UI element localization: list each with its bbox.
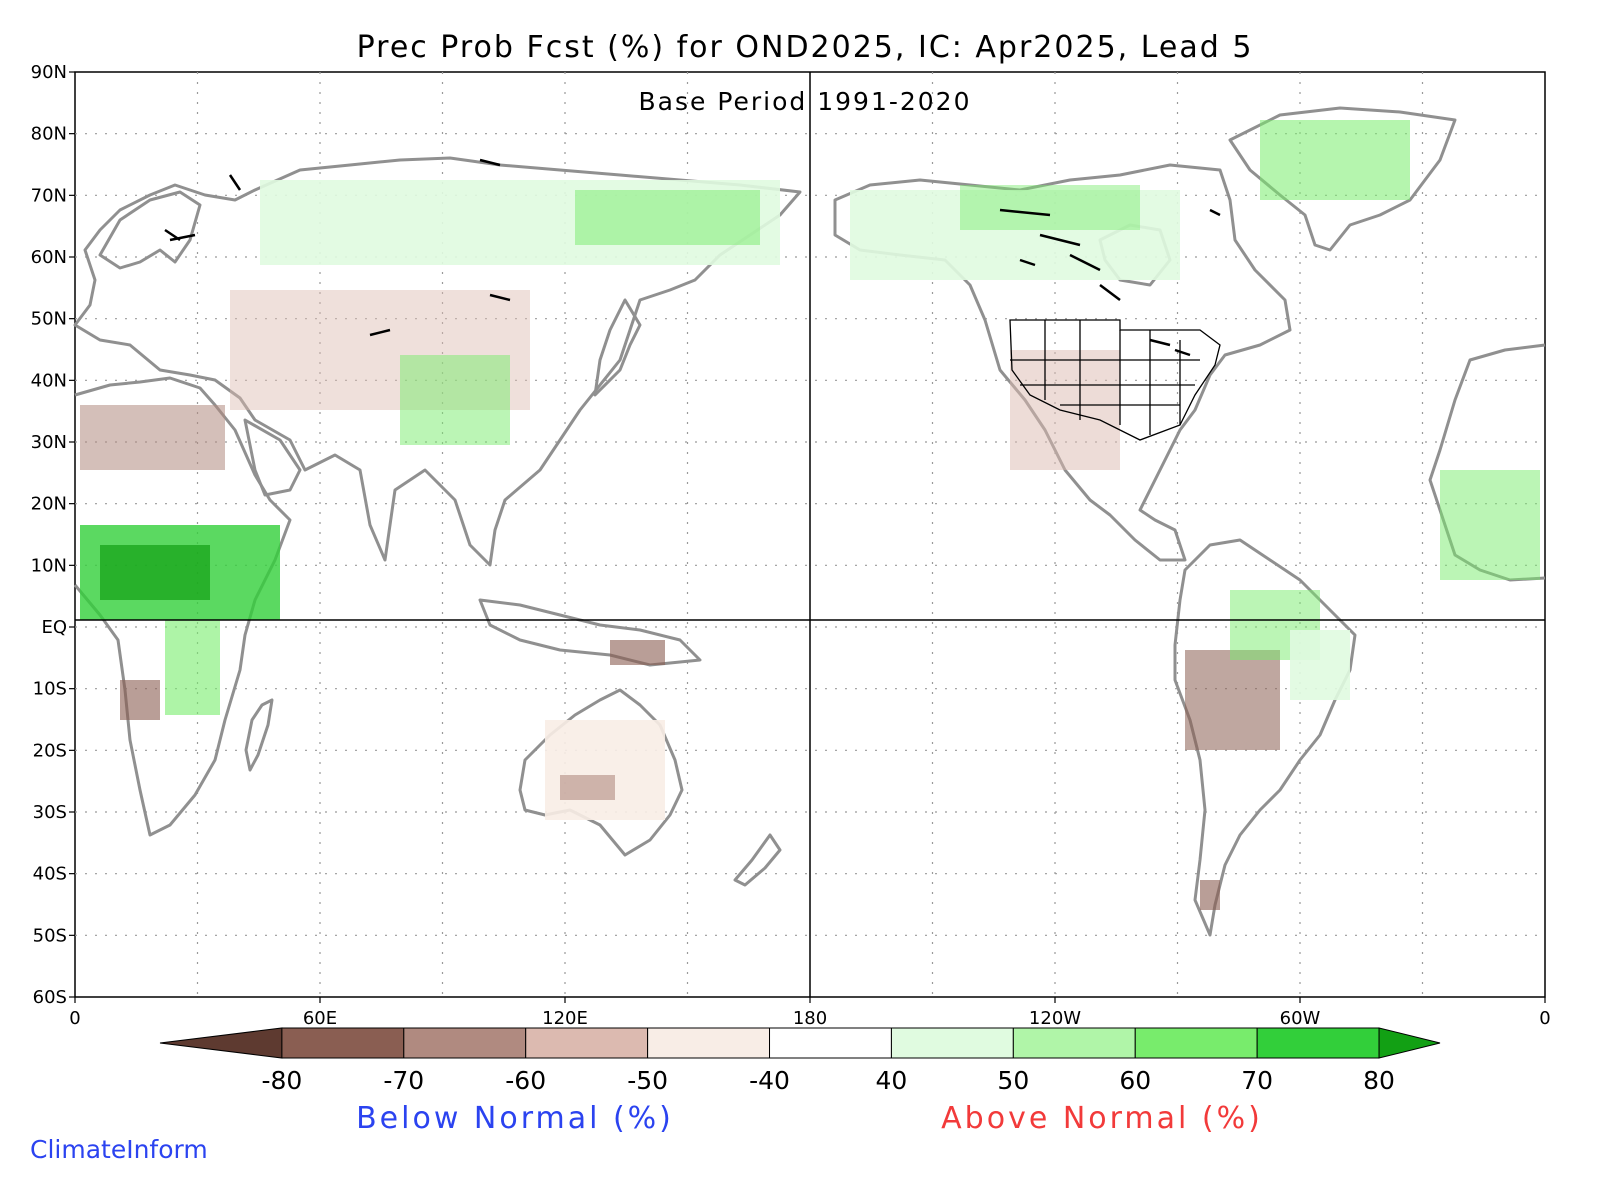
lat-tick-label: 30S (33, 802, 67, 823)
new-zealand-outline (733, 833, 782, 887)
lon-tick-label: 180 (793, 1008, 827, 1029)
shade-below-andes (1185, 650, 1280, 750)
colorbar-tick-label: -70 (383, 1066, 424, 1095)
colorbar-swatch (890, 1027, 1014, 1059)
gridlines (75, 72, 1545, 997)
above-normal-label: Above Normal (%) (941, 1101, 1263, 1136)
lat-tick-label: 70N (31, 185, 67, 206)
shade-above-greenland (1260, 120, 1410, 200)
latitude-axis: 90N 80N 70N 60N 50N 40N 30N 20N 10N EQ 10S 20S 30S 40… (31, 62, 75, 1008)
colorbar-tick-label: 50 (997, 1066, 1029, 1095)
lat-tick-label: 40N (31, 370, 67, 391)
madagascar-outline (244, 698, 274, 772)
greenland-outline (1228, 106, 1457, 252)
longitude-axis: 0 60E 120E 180 120W 60W 0 (69, 997, 1551, 1029)
shade-above-siberia-core (575, 190, 760, 245)
colorbar-right-arrow (1378, 1027, 1441, 1059)
lon-tick-label: 120E (542, 1008, 588, 1029)
colorbar-swatch (1134, 1027, 1258, 1059)
us-state-boundaries (1009, 319, 1221, 441)
lat-tick-label: 10S (33, 679, 67, 700)
arabia-outline (243, 418, 302, 497)
maritime-islands-outline (478, 598, 702, 667)
colorbar-tick-label: -60 (505, 1066, 546, 1095)
lat-tick-label: 20N (31, 494, 67, 515)
shade-above-china (400, 355, 510, 445)
shade-below-south-africa (120, 680, 160, 720)
japan-outline (593, 298, 642, 397)
colorbar-tick-label: -40 (749, 1066, 790, 1095)
colorbar-tick-label: 40 (876, 1066, 908, 1095)
lat-tick-label: 30N (31, 432, 67, 453)
lat-tick-label: 90N (31, 62, 67, 83)
colorbar-swatch (769, 1027, 892, 1059)
shade-above-canada-core (960, 185, 1140, 230)
lat-tick-label: EQ (41, 617, 67, 638)
land-outlines (73, 106, 1546, 937)
colorbar-swatch (1012, 1027, 1136, 1059)
map-subtitle: Base Period 1991-2020 (639, 87, 972, 116)
shade-strong-above-africa (100, 545, 210, 600)
colorbar-tick-label: 60 (1119, 1066, 1151, 1095)
scandinavia-outline (98, 190, 202, 270)
colorbar-left-arrow (159, 1027, 283, 1059)
lat-tick-label: 40S (33, 864, 67, 885)
colorbar-swatch (647, 1027, 771, 1059)
lon-tick-label: 0 (69, 1008, 80, 1029)
lon-tick-label: 120W (1029, 1008, 1081, 1029)
lat-tick-label: 60N (31, 247, 67, 268)
colorbar-tick-label: 80 (1363, 1066, 1395, 1095)
colorbar-swatch (1256, 1027, 1380, 1059)
colorbar-swatch (403, 1027, 527, 1059)
lat-tick-label: 60S (33, 987, 67, 1008)
shade-below-australia (545, 720, 665, 820)
colorbar-tick-label: -50 (627, 1066, 668, 1095)
shade-below-new-guinea (610, 640, 665, 665)
below-normal-label: Below Normal (%) (356, 1101, 674, 1136)
lat-tick-label: 50N (31, 309, 67, 330)
shade-above-east-africa (165, 620, 220, 715)
shade-below-sahara (80, 405, 225, 470)
lat-tick-label: 10N (31, 555, 67, 576)
shade-below-western-us (1010, 350, 1120, 470)
colorbar: -80 -70 -60 -50 -40 40 50 60 70 80 (159, 1027, 1441, 1095)
lat-tick-label: 50S (33, 925, 67, 946)
colorbar-tick-label: -80 (261, 1066, 302, 1095)
colorbar-swatch (281, 1027, 405, 1059)
forecast-shading (80, 120, 1540, 910)
africa-outline (73, 376, 292, 837)
lon-tick-label: 0 (1539, 1008, 1550, 1029)
lake-outlines (164, 158, 1221, 357)
colorbar-swatch (525, 1027, 649, 1059)
map-title: Prec Prob Fcst (%) for OND2025, IC: Apr2… (357, 30, 1254, 65)
australia-outline (518, 688, 684, 857)
shade-below-patagonia (1200, 880, 1220, 910)
map-panel: Base Period 1991-2020 (73, 71, 1546, 998)
shade-above-west-africa-right (1440, 470, 1540, 580)
lat-tick-label: 80N (31, 124, 67, 145)
lon-tick-label: 60E (303, 1008, 337, 1029)
credit-label: ClimateInform (30, 1135, 208, 1164)
shade-below-australia-core (560, 775, 615, 800)
north-america-outline (833, 163, 1292, 562)
shade-above-alaska-canada (850, 190, 1180, 280)
shade-above-brazil (1290, 630, 1350, 700)
lat-tick-label: 20S (33, 740, 67, 761)
lon-tick-label: 60W (1280, 1008, 1321, 1029)
colorbar-tick-label: 70 (1241, 1066, 1273, 1095)
